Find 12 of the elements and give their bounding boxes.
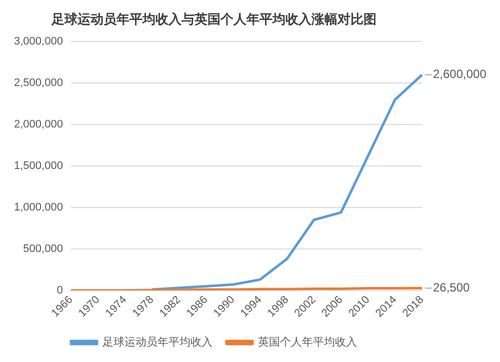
chart-title: 足球运动员年平均收入与英国个人年平均收入涨幅对比图 [50,11,376,26]
data-label: 26,500 [433,280,470,294]
data-label: 2,600,000 [433,67,487,82]
y-tick-label: 2,000,000 [14,118,63,131]
y-tick-label: 3,000,000 [14,36,63,48]
y-tick-label: 0 [56,284,63,296]
y-tick-label: 1,000,000 [14,201,63,214]
y-tick-label: 500,000 [23,242,63,255]
legend-label: 足球运动员年平均收入 [102,336,212,349]
y-tick-label: 2,500,000 [14,77,63,90]
legend-label: 英国个人年平均收入 [258,336,357,349]
y-tick-label: 1,500,000 [14,160,63,172]
